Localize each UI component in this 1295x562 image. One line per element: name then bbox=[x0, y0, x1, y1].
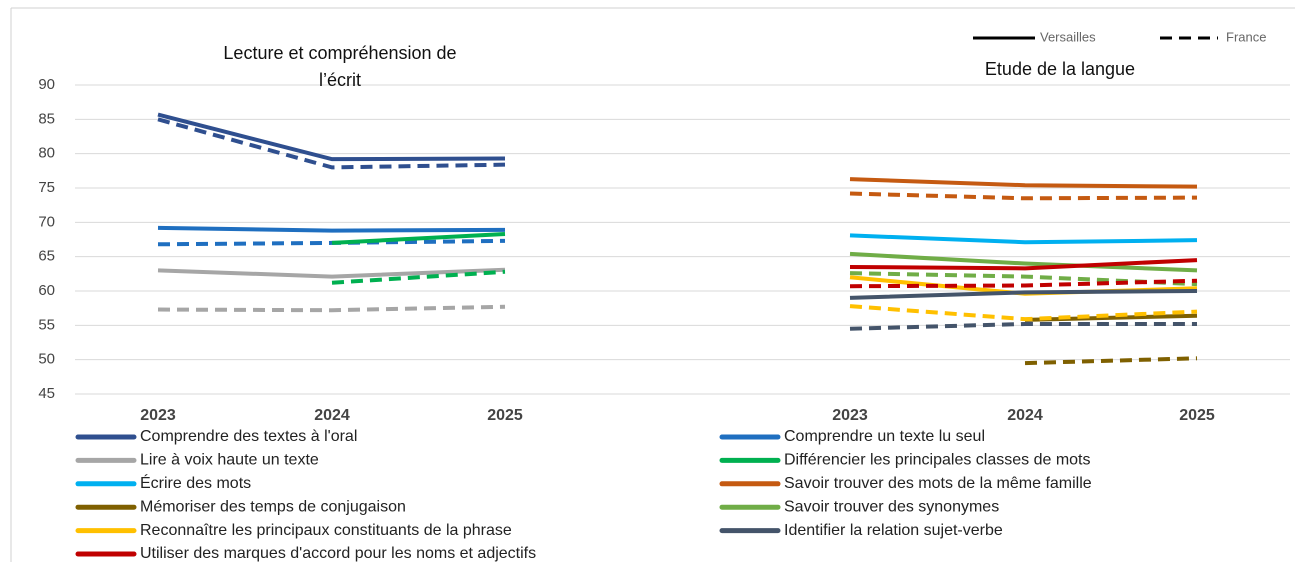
y-tick-label: 55 bbox=[38, 316, 55, 333]
x-tick-label: 2023 bbox=[140, 407, 176, 424]
legend-label: France bbox=[1226, 29, 1266, 44]
versailles-line bbox=[849, 251, 1198, 273]
legend-label: Utiliser des marques d'accord pour les n… bbox=[140, 545, 536, 562]
panel-title-box: Lecture et compréhension de l’écrit bbox=[223, 43, 457, 90]
y-tick-label: 65 bbox=[38, 248, 55, 265]
france-line bbox=[331, 269, 506, 285]
france-line bbox=[157, 238, 506, 247]
legend-label: Mémoriser des temps de conjugaison bbox=[140, 498, 406, 515]
x-tick-label: 2024 bbox=[314, 407, 350, 424]
legend-label: Reconnaître les principaux constituants … bbox=[140, 522, 512, 539]
versailles-line bbox=[849, 258, 1198, 271]
x-tick-label: 2025 bbox=[487, 407, 523, 424]
legend-label: Comprendre un texte lu seul bbox=[784, 428, 985, 445]
france-line bbox=[849, 321, 1197, 331]
y-tick-label: 60 bbox=[38, 282, 55, 299]
panel-title-box: Etude de la langue bbox=[984, 59, 1136, 79]
legend-label: Écrire des mots bbox=[140, 473, 251, 492]
legend-label: Savoir trouver des mots de la même famil… bbox=[784, 475, 1092, 492]
panel-title: Etude de la langue bbox=[984, 59, 1136, 79]
france-line bbox=[157, 117, 506, 170]
france-line bbox=[157, 304, 506, 313]
x-tick-label: 2025 bbox=[1179, 407, 1215, 424]
france-line bbox=[849, 191, 1198, 201]
versailles-line bbox=[157, 112, 506, 162]
legend-label: Comprendre des textes à l'oral bbox=[140, 428, 357, 445]
versailles-line bbox=[1024, 313, 1198, 322]
y-tick-label: 90 bbox=[38, 76, 55, 93]
x-tick-label: 2024 bbox=[1007, 407, 1043, 424]
versailles-line bbox=[331, 232, 506, 245]
y-tick-label: 45 bbox=[38, 385, 55, 402]
versailles-line bbox=[849, 177, 1198, 189]
y-tick-label: 50 bbox=[38, 351, 55, 368]
y-tick-label: 75 bbox=[38, 179, 55, 196]
versailles-line bbox=[849, 289, 1198, 300]
legend-label: Versailles bbox=[1040, 29, 1096, 44]
legend-label: Identifier la relation sujet-verbe bbox=[784, 522, 1003, 539]
y-tick-label: 80 bbox=[38, 145, 55, 162]
france-line bbox=[849, 278, 1198, 289]
versailles-line bbox=[157, 267, 506, 279]
versailles-line bbox=[157, 225, 506, 233]
versailles-line bbox=[849, 233, 1198, 245]
panel-title: Lecture et compréhension de l’écrit bbox=[223, 43, 457, 90]
y-tick-label: 70 bbox=[38, 213, 55, 230]
x-tick-label: 2023 bbox=[832, 407, 868, 424]
france-line bbox=[849, 304, 1198, 322]
legend-label: Savoir trouver des synonymes bbox=[784, 498, 999, 515]
y-tick-label: 85 bbox=[38, 110, 55, 127]
legend-label: Lire à voix haute un texte bbox=[140, 452, 319, 469]
legend-label: Différencier les principales classes de … bbox=[784, 452, 1091, 469]
france-line bbox=[1024, 356, 1198, 366]
